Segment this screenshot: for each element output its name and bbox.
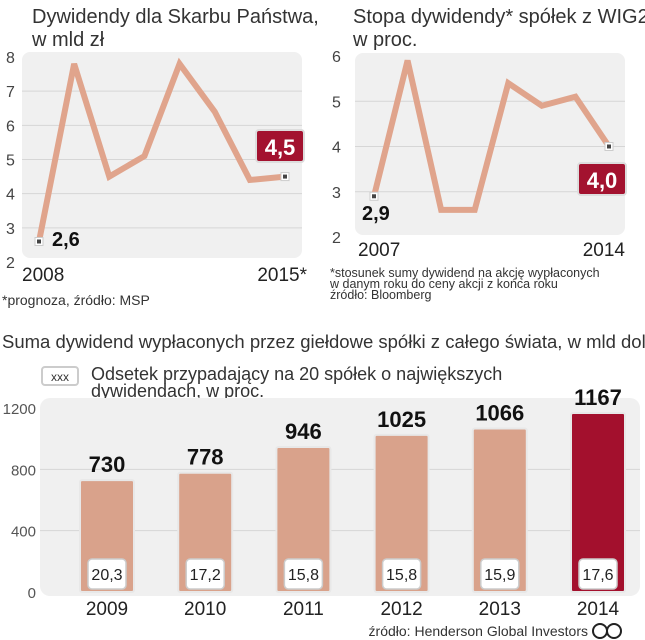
data-line xyxy=(371,59,612,213)
share-label: 17,6 xyxy=(582,567,613,584)
y-tick-label: 5 xyxy=(332,94,341,111)
share-badge xyxy=(381,558,422,590)
bar-value-label: 1066 xyxy=(475,401,524,426)
chart-title: Dywidendy dla Skarbu Państwa, xyxy=(32,6,319,28)
y-tick-label: 1200 xyxy=(3,401,36,418)
bar-value-label: 1025 xyxy=(377,407,426,432)
x-tick-label: 2014 xyxy=(583,240,626,261)
bar-value-label: 730 xyxy=(89,452,126,477)
first-value-label: 2,6 xyxy=(52,229,80,251)
legend-marker xyxy=(41,366,79,386)
x-tick-label: 2009 xyxy=(86,599,128,620)
footnote: *prognoza, źródło: MSP xyxy=(2,292,150,308)
last-value-badge xyxy=(577,162,627,196)
share-label: 15,8 xyxy=(386,567,417,584)
share-badge xyxy=(185,558,225,590)
y-tick-label: 7 xyxy=(6,84,15,101)
plot-background xyxy=(22,52,302,258)
chart-title: Suma dywidend wypłaconych przez giełdowe… xyxy=(2,331,645,352)
share-label: 20,3 xyxy=(91,567,122,584)
y-tick-label: 0 xyxy=(28,585,36,602)
data-point xyxy=(372,194,376,199)
chart-title: w mld zł xyxy=(31,29,105,51)
share-badge xyxy=(480,558,520,590)
footnote: *stosunek sumy dywidend na akcję wypłaco… xyxy=(330,266,600,280)
legend-label: Odsetek przypadający na 20 spółek o najw… xyxy=(91,364,502,384)
y-tick-label: 800 xyxy=(11,462,36,479)
share-badge xyxy=(578,558,618,590)
y-tick-label: 2 xyxy=(6,255,15,272)
share-label: 15,9 xyxy=(484,567,515,584)
bar xyxy=(275,445,332,593)
x-tick-label: 2012 xyxy=(380,599,422,620)
bar xyxy=(471,427,528,593)
y-tick-label: 2 xyxy=(332,230,341,247)
share-label: 15,8 xyxy=(288,567,319,584)
bar-value-label: 778 xyxy=(187,445,224,470)
last-value-label: 4,0 xyxy=(587,168,618,193)
bar xyxy=(570,412,626,593)
share-label: 17,2 xyxy=(190,567,221,584)
footnote: w danym roku do ceny akcji z końca roku xyxy=(329,277,558,291)
data-point xyxy=(283,174,287,179)
y-tick-label: 6 xyxy=(6,118,15,135)
last-value-label: 4,5 xyxy=(265,135,296,160)
y-tick-label: 400 xyxy=(11,524,36,541)
x-tick-label: 2011 xyxy=(283,599,324,620)
x-tick-label: 2010 xyxy=(184,599,226,620)
chart-title: w proc. xyxy=(352,29,417,51)
y-tick-label: 5 xyxy=(6,153,15,170)
bar-value-label: 946 xyxy=(285,419,322,444)
bar-value-label: 1167 xyxy=(574,385,622,410)
footnote: źródło: Bloomberg xyxy=(330,288,431,302)
legend-label: dywidendach, w proc. xyxy=(91,381,264,401)
share-badge xyxy=(87,558,127,590)
y-tick-label: 8 xyxy=(6,50,15,67)
x-tick-label: 2015* xyxy=(257,265,307,286)
x-tick-label: 2014 xyxy=(577,599,620,620)
y-tick-label: 3 xyxy=(332,185,341,202)
y-tick-label: 6 xyxy=(332,49,341,66)
y-tick-label: 4 xyxy=(6,187,15,204)
copyright-logo-icon xyxy=(606,623,622,639)
y-tick-label: 3 xyxy=(6,221,15,238)
chart-title: Stopa dywidendy* spółek z WIG20, xyxy=(353,6,645,28)
share-badge xyxy=(283,558,324,590)
data-point xyxy=(607,144,611,149)
copyright-logo-icon xyxy=(592,623,608,639)
x-tick-label: 2008 xyxy=(22,265,64,286)
x-tick-label: 2007 xyxy=(358,240,400,261)
x-tick-label: 2013 xyxy=(479,599,521,620)
source-note: źródło: Henderson Global Investors xyxy=(369,623,588,639)
bar xyxy=(373,433,430,594)
data-line xyxy=(36,57,286,243)
first-value-label: 2,9 xyxy=(362,203,390,225)
data-point xyxy=(37,239,41,244)
legend-marker-text: xxx xyxy=(51,370,69,384)
last-value-badge xyxy=(255,129,305,163)
y-tick-label: 4 xyxy=(332,140,341,157)
